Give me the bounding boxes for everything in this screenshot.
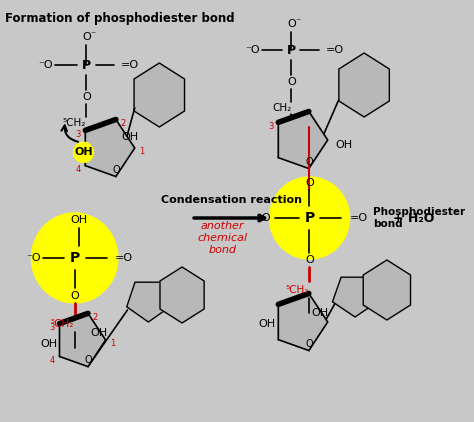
Text: ⁻O: ⁻O xyxy=(38,60,53,70)
Text: Formation of phosphodiester bond: Formation of phosphodiester bond xyxy=(5,12,234,25)
Text: another
chemical
bond: another chemical bond xyxy=(197,222,247,254)
Polygon shape xyxy=(278,111,328,168)
Text: 2: 2 xyxy=(92,313,98,322)
Text: OH: OH xyxy=(259,319,276,329)
Text: O: O xyxy=(305,255,314,265)
Text: O: O xyxy=(70,291,79,301)
Text: O: O xyxy=(82,32,91,42)
Text: 4: 4 xyxy=(75,165,81,174)
Text: Condensation reaction: Condensation reaction xyxy=(161,195,302,205)
Ellipse shape xyxy=(269,177,349,259)
Ellipse shape xyxy=(31,213,118,303)
Text: =O: =O xyxy=(115,253,133,263)
Text: 1: 1 xyxy=(110,340,116,349)
Text: ⁻O: ⁻O xyxy=(27,253,41,263)
Text: O: O xyxy=(82,92,91,102)
Text: P: P xyxy=(304,211,315,225)
Text: ⁵CH₂: ⁵CH₂ xyxy=(285,285,309,295)
Text: =O: =O xyxy=(121,60,139,70)
Text: O: O xyxy=(305,338,313,349)
Polygon shape xyxy=(160,267,204,323)
Text: ⁻O: ⁻O xyxy=(256,213,271,223)
Text: 3: 3 xyxy=(49,323,55,332)
Text: CH₂: CH₂ xyxy=(273,103,292,113)
Text: ⁻O: ⁻O xyxy=(246,45,260,55)
Text: 3: 3 xyxy=(75,130,81,139)
Text: OH: OH xyxy=(40,338,57,349)
Text: O: O xyxy=(84,354,92,365)
Polygon shape xyxy=(85,119,135,176)
Text: P: P xyxy=(82,59,91,71)
Text: O: O xyxy=(112,165,119,175)
Text: OH: OH xyxy=(121,133,138,143)
Text: 2: 2 xyxy=(120,119,126,128)
Text: O: O xyxy=(287,77,296,87)
Polygon shape xyxy=(278,293,328,351)
Text: O: O xyxy=(305,157,313,167)
Text: OH: OH xyxy=(91,328,108,338)
Text: OH: OH xyxy=(311,308,328,319)
Text: P: P xyxy=(70,251,80,265)
Text: O: O xyxy=(305,178,314,188)
Text: OH: OH xyxy=(336,140,353,150)
Text: ⁵CH₂: ⁵CH₂ xyxy=(62,118,85,128)
Polygon shape xyxy=(363,260,410,320)
Text: =O: =O xyxy=(349,213,368,223)
Text: + H₂O: + H₂O xyxy=(393,211,435,225)
Text: ⁻: ⁻ xyxy=(295,17,300,27)
Text: O: O xyxy=(287,19,296,29)
Polygon shape xyxy=(59,314,106,367)
Text: 1: 1 xyxy=(139,148,145,157)
Text: 4: 4 xyxy=(50,356,55,365)
Polygon shape xyxy=(332,277,377,317)
Text: 3: 3 xyxy=(268,122,273,131)
Text: ⁻: ⁻ xyxy=(90,30,95,40)
Text: ⁵CH₂: ⁵CH₂ xyxy=(50,319,73,329)
Polygon shape xyxy=(339,53,389,117)
Ellipse shape xyxy=(73,142,93,162)
Text: P: P xyxy=(287,43,296,57)
Text: =O: =O xyxy=(326,45,344,55)
Text: OH: OH xyxy=(71,215,88,225)
Text: OH: OH xyxy=(74,147,93,157)
Polygon shape xyxy=(127,282,170,322)
Text: Phosphodiester
bond: Phosphodiester bond xyxy=(373,207,465,229)
Polygon shape xyxy=(134,63,184,127)
